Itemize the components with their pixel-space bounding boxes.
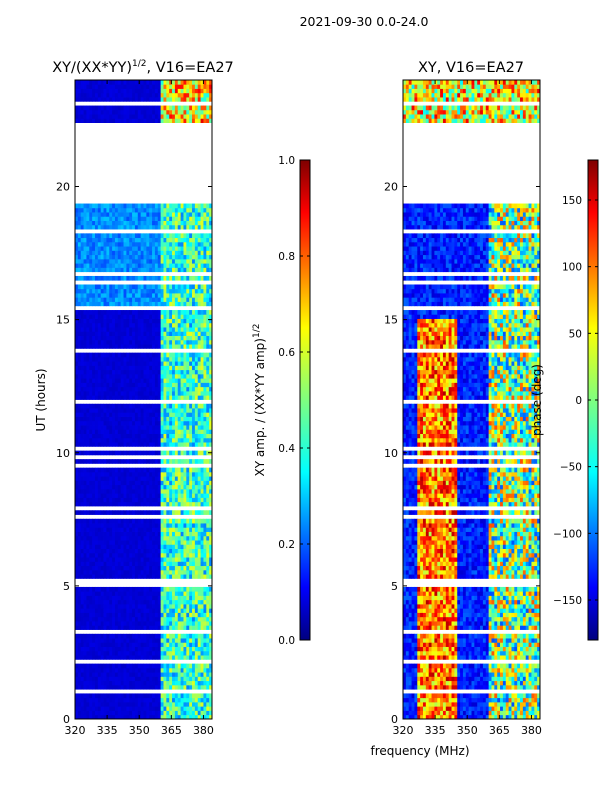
amp-colorbar: 0.0 0.2 0.4 0.6 0.8 1.0 XY amp. / (XX*YY amp)… bbox=[252, 155, 311, 647]
colorbar-tick-label: 0.8 bbox=[278, 251, 295, 263]
colorbar-tick-label: 1.0 bbox=[278, 155, 295, 167]
y-tick-label: 10 bbox=[384, 447, 398, 460]
phase-colorbar-ticks: −150 −100 −50 0 50 100 150 bbox=[553, 195, 598, 607]
phase-axis-ticks: 320 335 350 365 380 0 5 10 15 20 bbox=[384, 80, 542, 737]
amp-cb-label-sup: 1/2 bbox=[252, 324, 262, 338]
y-tick-label: 15 bbox=[384, 314, 398, 327]
x-tick-label: 320 bbox=[65, 724, 86, 737]
colorbar-tick-label: −100 bbox=[553, 528, 582, 540]
colorbar-tick-label: 50 bbox=[569, 328, 582, 340]
y-tick-label: 5 bbox=[391, 580, 398, 593]
x-tick-label: 380 bbox=[193, 724, 214, 737]
amp-heatmap bbox=[75, 80, 213, 720]
y-tick-label: 10 bbox=[56, 447, 70, 460]
amp-panel: XY/(XX*YY)1/2, V16=EA27 320 335 350 365 380 0… bbox=[34, 59, 234, 737]
x-tick-label: 365 bbox=[489, 724, 510, 737]
figure-suptitle: 2021-09-30 0.0-24.0 bbox=[300, 14, 429, 29]
x-tick-label: 365 bbox=[161, 724, 182, 737]
colorbar-tick-label: −150 bbox=[553, 595, 582, 607]
y-tick-label: 20 bbox=[56, 181, 70, 194]
phase-colorbar: −150 −100 −50 0 50 100 150 phase (deg) bbox=[530, 159, 599, 641]
amp-axes-frame bbox=[74, 79, 213, 720]
colorbar-tick-label: 150 bbox=[562, 195, 582, 207]
colorbar-tick-label: 0.0 bbox=[278, 635, 295, 647]
amp-title-sup: 1/2 bbox=[132, 59, 146, 69]
colorbar-tick-label: 0 bbox=[575, 395, 582, 407]
x-tick-label: 320 bbox=[393, 724, 414, 737]
phase-heatmap bbox=[403, 80, 541, 720]
y-tick-label: 5 bbox=[63, 580, 70, 593]
phase-axes-frame bbox=[402, 79, 541, 720]
phase-panel-title: XY, V16=EA27 bbox=[418, 60, 524, 76]
amp-panel-title: XY/(XX*YY)1/2, V16=EA27 bbox=[52, 59, 234, 76]
shared-xlabel: frequency (MHz) bbox=[370, 744, 469, 758]
y-tick-label: 15 bbox=[56, 314, 70, 327]
x-tick-label: 335 bbox=[97, 724, 118, 737]
x-tick-label: 350 bbox=[457, 724, 478, 737]
amp-title-suffix: , V16=EA27 bbox=[147, 60, 234, 76]
amp-title-main: XY/(XX*YY) bbox=[52, 60, 132, 76]
x-tick-label: 380 bbox=[521, 724, 542, 737]
x-tick-label: 335 bbox=[425, 724, 446, 737]
phase-panel: XY, V16=EA27 320 335 350 365 380 0 5 10 15 20 bbox=[384, 60, 542, 737]
y-tick-label: 0 bbox=[63, 713, 70, 726]
colorbar-tick-label: 100 bbox=[562, 262, 582, 274]
colorbar-tick-label: 0.4 bbox=[278, 443, 295, 455]
amp-ylabel: UT (hours) bbox=[34, 368, 48, 431]
x-tick-label: 350 bbox=[129, 724, 150, 737]
colorbar-tick-label: 0.2 bbox=[278, 539, 295, 551]
y-tick-label: 20 bbox=[384, 181, 398, 194]
y-tick-label: 0 bbox=[391, 713, 398, 726]
colorbar-tick-label: 0.6 bbox=[278, 347, 295, 359]
amp-axis-ticks: 320 335 350 365 380 0 5 10 15 20 bbox=[56, 80, 214, 737]
colorbar-tick-label: −50 bbox=[560, 462, 582, 474]
amp-colorbar-ticks: 0.0 0.2 0.4 0.6 0.8 1.0 bbox=[278, 155, 310, 647]
amp-cb-label-main: XY amp. / (XX*YY amp) bbox=[253, 338, 267, 476]
phase-colorbar-label: phase (deg) bbox=[530, 364, 544, 436]
amp-colorbar-label: XY amp. / (XX*YY amp)1/2 bbox=[252, 324, 267, 477]
amp-colorbar-bar bbox=[299, 159, 311, 641]
